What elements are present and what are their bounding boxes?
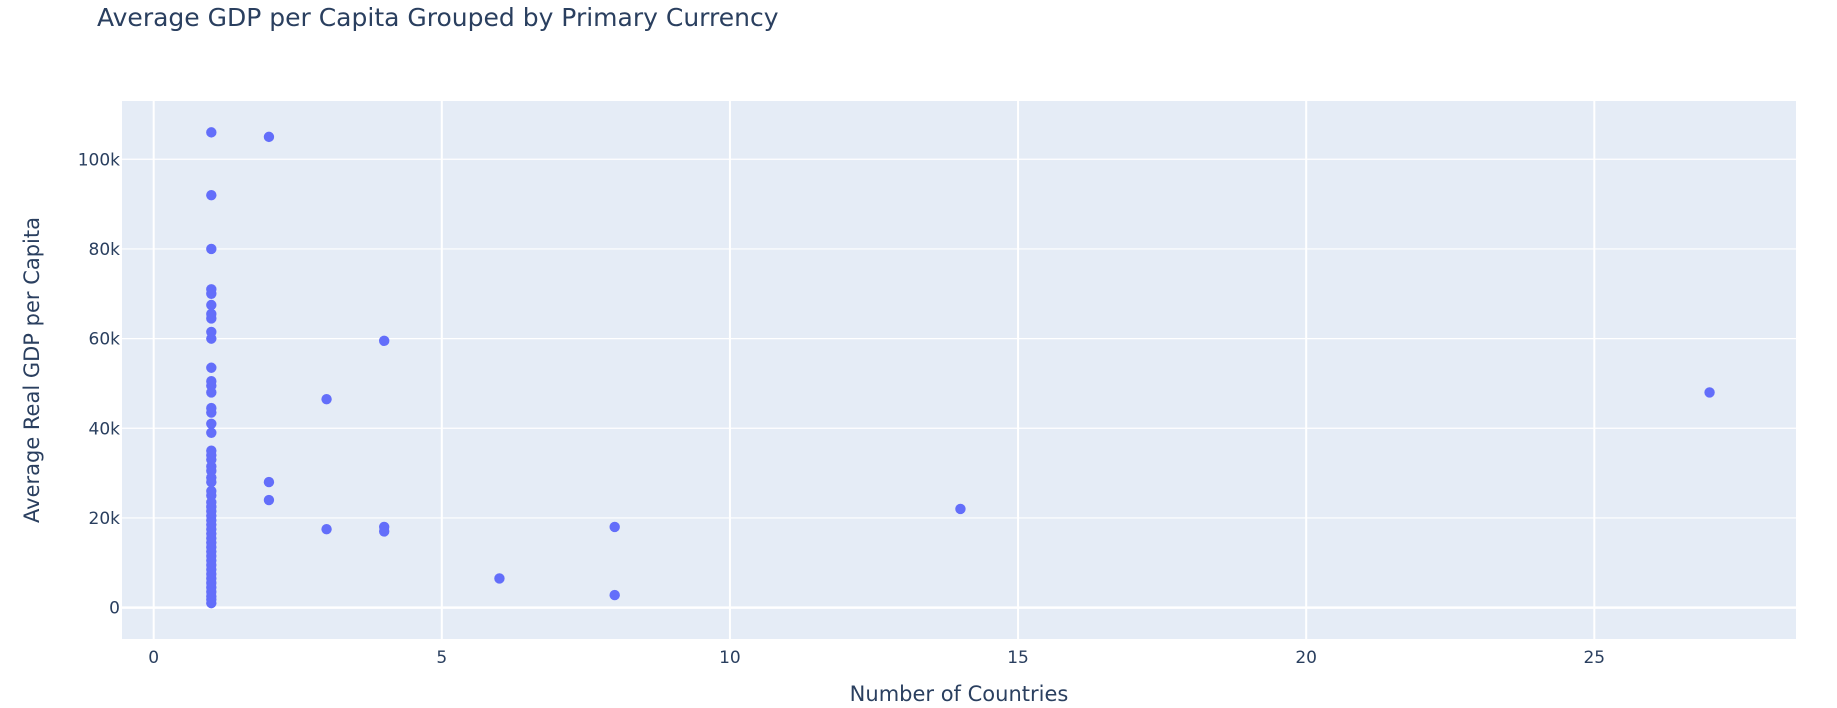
x-tick-label: 10 [719,648,741,668]
data-point[interactable] [1704,387,1715,398]
x-tick-label: 25 [1583,648,1605,668]
x-tick-label: 15 [1007,648,1029,668]
data-point[interactable] [206,189,217,201]
data-point[interactable] [206,362,217,373]
data-point[interactable] [263,476,275,488]
data-point[interactable] [378,335,390,347]
data-point[interactable] [263,494,275,506]
data-point[interactable] [494,573,505,584]
y-tick-label: 20k [89,509,121,529]
scatter-markers [206,127,1715,609]
x-tick-label: 0 [148,648,159,668]
data-point[interactable] [206,387,217,398]
data-point[interactable] [206,597,217,609]
y-tick-label: 60k [89,330,121,350]
x-tick-label: 5 [436,648,447,668]
data-point[interactable] [955,503,966,515]
plot-area [122,101,1796,639]
data-point[interactable] [206,288,217,299]
y-tick-label: 80k [89,240,121,260]
data-point[interactable] [321,393,332,405]
x-gridlines [152,101,1596,639]
y-tick-label: 40k [89,419,121,439]
x-tick-label: 20 [1295,648,1317,668]
data-point[interactable] [378,526,390,537]
y-gridlines [122,158,1796,609]
y-tick-label: 0 [109,599,120,619]
data-point[interactable] [609,521,620,533]
data-point[interactable] [206,243,217,255]
y-tick-label: 100k [78,150,120,170]
data-point[interactable] [321,523,332,535]
data-point[interactable] [206,127,217,138]
data-point[interactable] [206,427,217,438]
data-point[interactable] [206,299,217,311]
data-point[interactable] [263,131,275,143]
data-point[interactable] [206,418,217,429]
x-tick-labels: 0 5 10 15 20 25 [148,648,1605,668]
data-point[interactable] [206,407,217,418]
y-axis-title: Average Real GDP per Capita [20,217,44,523]
data-point[interactable] [206,313,217,324]
data-point[interactable] [206,333,217,344]
data-point[interactable] [206,476,217,488]
chart-title: Average GDP per Capita Grouped by Primar… [97,3,779,32]
y-tick-labels: 0 20k 40k 60k 80k 100k [78,150,120,618]
data-point[interactable] [609,589,620,601]
x-axis-title: Number of Countries [850,682,1069,706]
